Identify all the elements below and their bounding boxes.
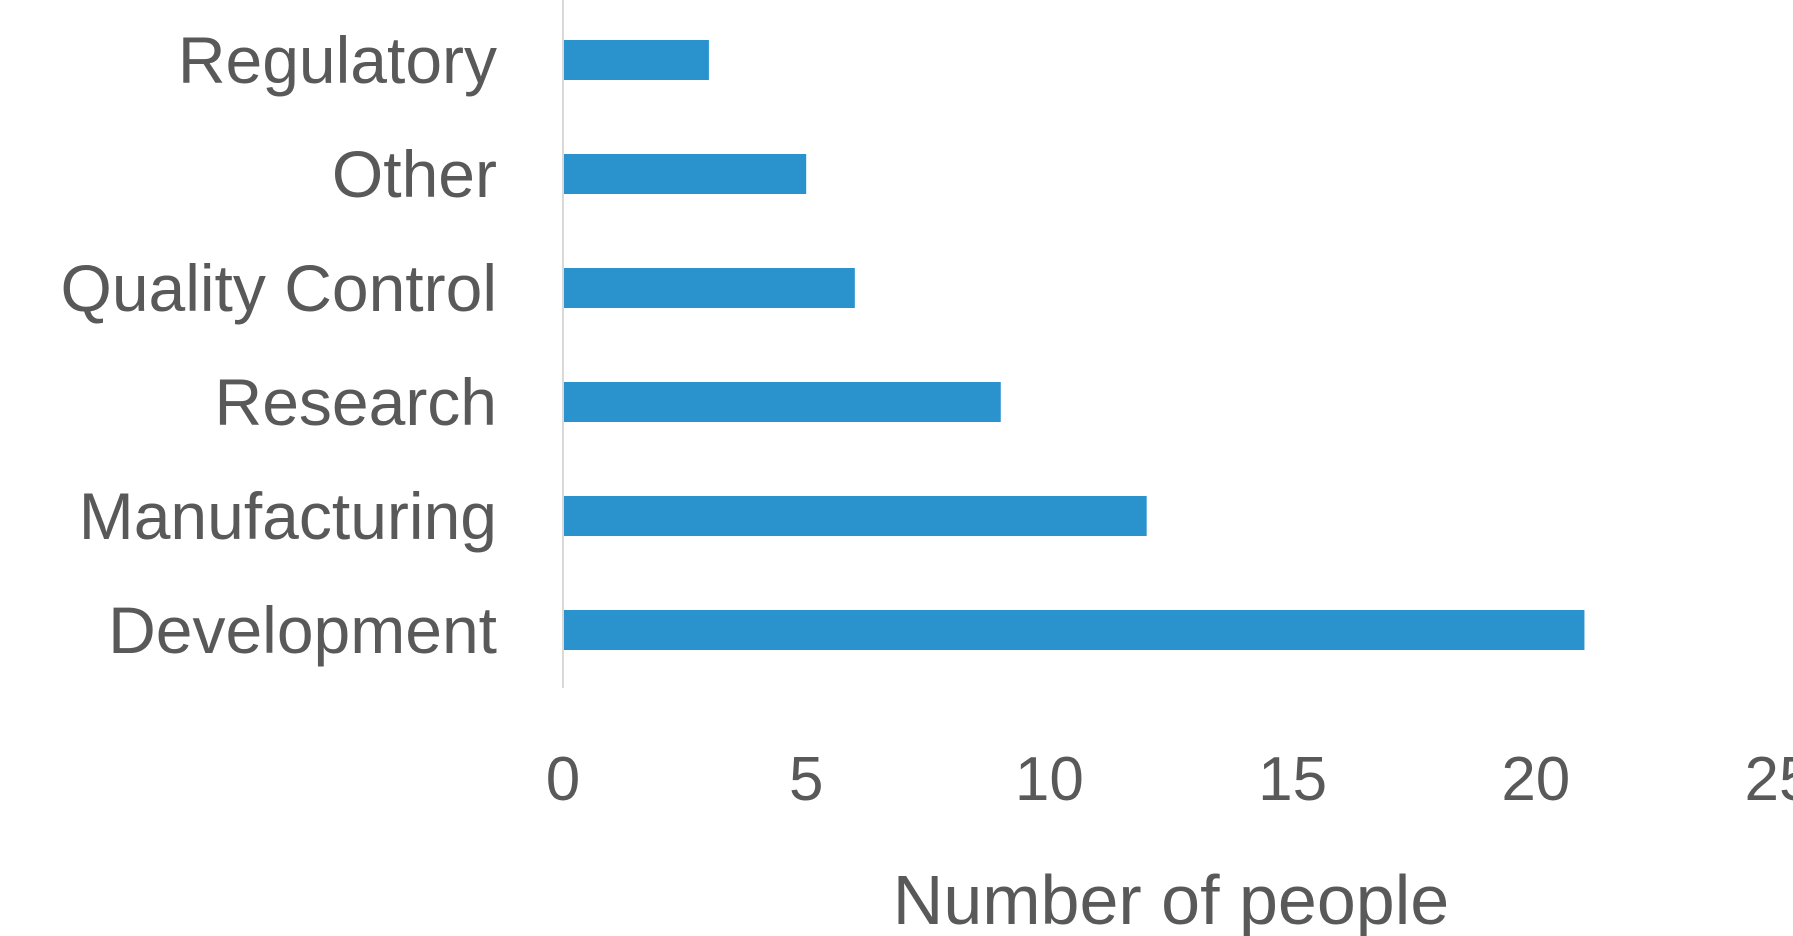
x-tick-label: 20 (1501, 745, 1570, 814)
x-tick-labels: 0 5 10 15 20 25 (546, 745, 1793, 814)
bars-group (563, 40, 1585, 650)
x-tick-label: 25 (1745, 745, 1793, 814)
bar-other (563, 154, 807, 194)
bar-quality-control (563, 268, 855, 308)
bar-development (563, 610, 1585, 650)
x-tick-label: 0 (546, 745, 580, 814)
x-tick-label: 10 (1015, 745, 1084, 814)
x-axis-title: Number of people (893, 861, 1449, 936)
bar-regulatory (563, 40, 709, 80)
bar-research (563, 382, 1001, 422)
category-label-other: Other (332, 137, 497, 211)
x-tick-label: 5 (789, 745, 823, 814)
category-label-research: Research (215, 365, 497, 439)
category-label-regulatory: Regulatory (178, 23, 497, 97)
category-label-manufacturing: Manufacturing (79, 479, 497, 553)
x-tick-label: 15 (1258, 745, 1327, 814)
category-label-quality-control: Quality Control (60, 251, 497, 325)
category-labels: Regulatory Other Quality Control Research Ma… (60, 23, 497, 667)
category-label-development: Development (108, 593, 497, 667)
bar-manufacturing (563, 496, 1147, 536)
